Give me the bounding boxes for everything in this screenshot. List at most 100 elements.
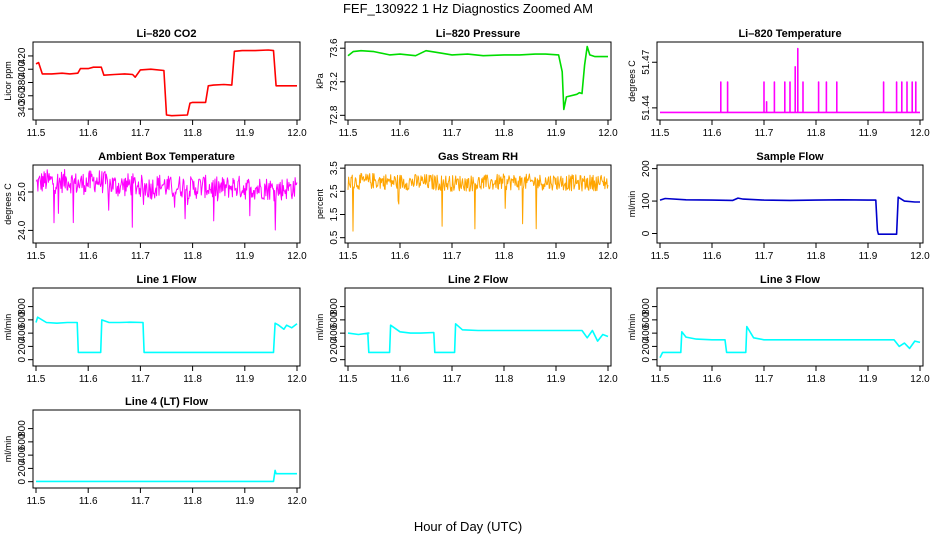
y-axis-label: degrees C: [3, 183, 13, 225]
chart-panel: Li–820 Pressure 11.5 11.6 11.7 11.8 11.9 12.0 7…: [315, 28, 618, 139]
y-tick-label: 25.0: [17, 182, 28, 202]
y-tick-label: 400: [17, 324, 28, 341]
chart-panel: Line 1 Flow 11.5 11.6 11.7 11.8 11.9 12.0 02004…: [3, 274, 307, 385]
x-tick-label: 11.5: [651, 251, 670, 262]
x-tick-label: 11.6: [391, 374, 410, 385]
series-line: [35, 49, 297, 117]
x-tick-label: 11.9: [547, 251, 566, 262]
chart-panel: Sample Flow 11.5 11.6 11.7 11.8 11.9 12.0 0 100 2…: [627, 151, 930, 262]
x-tick-label: 11.8: [183, 374, 202, 385]
x-tick-label: 11.7: [131, 251, 150, 262]
x-tick-label: 12.0: [598, 374, 618, 385]
chart-panel: Line 3 Flow 11.5 11.6 11.7 11.8 11.9 12.0 02004…: [627, 274, 930, 385]
x-tick-label: 11.6: [703, 374, 722, 385]
x-tick-label: 11.6: [79, 496, 98, 507]
x-tick-label: 11.8: [183, 251, 202, 262]
panel-title: Li–820 Pressure: [436, 28, 520, 40]
x-axis-label: Hour of Day (UTC): [414, 519, 522, 534]
x-tick-label: 11.5: [651, 128, 670, 139]
x-tick-label: 11.6: [79, 374, 98, 385]
x-tick-label: 11.6: [391, 128, 410, 139]
x-tick-label: 12.0: [598, 128, 618, 139]
x-tick-label: 11.6: [79, 251, 98, 262]
panel-title: Line 3 Flow: [760, 274, 820, 286]
x-tick-label: 11.8: [183, 496, 202, 507]
chart-panel: Li–820 CO2 11.5 11.6 11.7 11.8 11.9 12.0 340360…: [3, 28, 307, 139]
y-tick-label: 73.2: [329, 72, 340, 92]
x-tick-label: 11.8: [183, 128, 202, 139]
y-axis-label: degrees C: [627, 60, 637, 102]
panel-title: Line 4 (LT) Flow: [125, 396, 208, 408]
y-tick-label: 600: [17, 311, 28, 328]
x-tick-label: 11.6: [703, 128, 722, 139]
x-tick-label: 11.9: [547, 128, 566, 139]
y-tick-label: 200: [329, 338, 340, 355]
x-tick-label: 11.8: [807, 128, 826, 139]
y-tick-label: 0: [329, 356, 340, 362]
y-tick-label: 400: [17, 446, 28, 463]
x-tick-label: 11.9: [235, 128, 254, 139]
y-tick-label: 400: [329, 324, 340, 341]
series-line: [659, 196, 920, 235]
y-tick-label: 800: [329, 298, 340, 315]
y-tick-label: 340: [17, 100, 28, 117]
x-tick-label: 12.0: [598, 251, 618, 262]
y-tick-label: 600: [641, 311, 652, 328]
series-line: [659, 325, 921, 359]
y-tick-label: 2.5: [329, 184, 340, 198]
x-tick-label: 11.5: [339, 251, 358, 262]
x-tick-label: 11.9: [859, 128, 878, 139]
y-tick-label: 400: [17, 60, 28, 77]
y-tick-label: 420: [17, 47, 28, 64]
y-axis-label: kPa: [315, 73, 325, 89]
y-tick-label: 0.5: [329, 230, 340, 244]
series-line: [35, 169, 298, 231]
x-tick-label: 11.5: [339, 374, 358, 385]
plot-frame: [32, 41, 301, 121]
y-tick-label: 1.5: [329, 207, 340, 221]
x-tick-label: 11.9: [859, 374, 878, 385]
x-tick-label: 11.5: [339, 128, 358, 139]
y-tick-label: 0: [641, 356, 652, 362]
y-tick-label: 0: [641, 230, 652, 236]
y-tick-label: 600: [329, 311, 340, 328]
x-tick-label: 11.7: [755, 128, 774, 139]
x-tick-label: 11.9: [235, 496, 254, 507]
panels: Li–820 CO2 11.5 11.6 11.7 11.8 11.9 12.0 340360…: [3, 28, 930, 507]
x-tick-label: 12.0: [287, 374, 307, 385]
series-line: [347, 323, 609, 354]
x-tick-label: 12.0: [287, 496, 307, 507]
y-axis-label: ml/min: [627, 314, 637, 341]
y-tick-label: 0: [17, 356, 28, 362]
x-tick-label: 11.7: [755, 251, 774, 262]
x-tick-label: 11.5: [27, 251, 46, 262]
x-tick-label: 12.0: [287, 251, 307, 262]
x-tick-label: 11.6: [79, 128, 98, 139]
x-tick-label: 11.9: [859, 251, 878, 262]
y-tick-label: 200: [641, 338, 652, 355]
figure-title: FEF_130922 1 Hz Diagnostics Zoomed AM: [343, 1, 593, 16]
y-tick-label: 200: [17, 460, 28, 477]
x-tick-label: 11.7: [755, 374, 774, 385]
series-line: [36, 469, 297, 483]
y-tick-label: 400: [641, 324, 652, 341]
y-tick-label: 800: [641, 298, 652, 315]
series-line: [660, 47, 920, 114]
x-tick-label: 11.7: [443, 251, 462, 262]
x-tick-label: 12.0: [287, 128, 307, 139]
panel-title: Li–820 Temperature: [738, 28, 841, 40]
x-tick-label: 11.9: [235, 374, 254, 385]
plot-frame: [656, 164, 924, 244]
plot-frame: [344, 287, 612, 367]
x-tick-label: 11.8: [495, 128, 514, 139]
x-tick-label: 11.7: [131, 374, 150, 385]
y-tick-label: 200: [17, 338, 28, 355]
panel-title: Line 2 Flow: [448, 274, 508, 286]
y-tick-label: 380: [17, 74, 28, 91]
y-tick-label: 3.5: [329, 161, 340, 175]
plot-frame: [32, 409, 301, 489]
y-tick-label: 0: [17, 478, 28, 484]
x-tick-label: 11.6: [391, 251, 410, 262]
panel-title: Gas Stream RH: [438, 151, 518, 163]
